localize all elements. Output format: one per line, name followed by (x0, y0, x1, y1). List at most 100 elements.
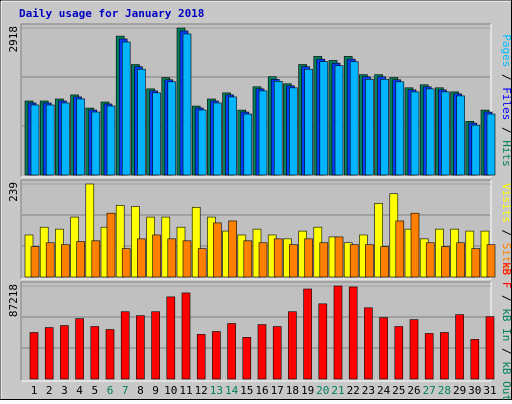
bar (121, 41, 131, 176)
bar (258, 242, 268, 278)
bar (379, 317, 388, 380)
y-tick-label: 2918 (7, 26, 20, 53)
bar (304, 238, 313, 278)
bar (91, 240, 101, 278)
bar (333, 285, 343, 380)
bar (136, 315, 145, 380)
bar (409, 319, 419, 380)
bar (105, 329, 115, 380)
x-tick-label: 17 (271, 384, 284, 397)
bar (441, 91, 450, 176)
legend-entry: kB F (500, 262, 512, 289)
bar (303, 288, 312, 380)
bar (424, 333, 434, 380)
bar (151, 311, 160, 380)
bar (228, 220, 237, 278)
bar (212, 331, 221, 380)
x-tick-label: 11 (179, 384, 192, 397)
bar (213, 222, 222, 278)
bar (115, 205, 125, 278)
bar (319, 61, 329, 176)
bar (440, 332, 449, 380)
x-tick-label: 31 (483, 384, 496, 397)
legend-separator: / (500, 341, 512, 361)
bar (273, 238, 283, 278)
bar (227, 323, 236, 380)
bar (181, 292, 191, 380)
x-tick-label: 9 (152, 384, 159, 397)
legend-entry: kB In (500, 308, 512, 341)
bar (257, 324, 267, 380)
bar (374, 203, 383, 278)
x-tick-label: 3 (61, 384, 68, 397)
bar (191, 207, 201, 278)
bar (273, 80, 283, 176)
bar (76, 98, 85, 176)
x-tick-label: 28 (438, 384, 451, 397)
bar (29, 332, 39, 380)
x-tick-label: 20 (316, 384, 329, 397)
legend-separator: / (500, 223, 512, 243)
bar (167, 238, 177, 278)
bar (486, 244, 496, 278)
bar (456, 242, 465, 278)
bar (348, 286, 358, 380)
x-tick-label: 13 (210, 384, 223, 397)
bar (319, 242, 329, 278)
bar (365, 78, 374, 176)
bar (106, 105, 116, 176)
bar (106, 212, 116, 278)
legend-entry: Hits (500, 140, 512, 167)
bar (365, 244, 374, 278)
bar (425, 88, 435, 176)
bar (167, 81, 177, 176)
x-tick-label: 10 (164, 384, 177, 397)
x-tick-label: 1 (31, 384, 38, 397)
bar (455, 314, 464, 380)
bar (349, 61, 359, 176)
bar (318, 303, 328, 380)
bar (137, 238, 146, 278)
y-tick-label: 87218 (7, 284, 20, 317)
bar (364, 307, 373, 380)
bar (471, 124, 481, 176)
bar (243, 113, 253, 176)
bar (61, 244, 70, 278)
bar (30, 104, 40, 176)
bar (394, 326, 404, 380)
x-tick-label: 21 (331, 384, 344, 397)
bar (120, 311, 130, 380)
bar (182, 240, 192, 278)
bar (486, 113, 496, 176)
bar (196, 334, 206, 380)
bar (441, 246, 450, 278)
x-tick-label: 27 (423, 384, 436, 397)
bar (289, 244, 298, 278)
legend-entry: Files (500, 87, 512, 120)
x-tick-label: 19 (301, 384, 314, 397)
bar (213, 102, 222, 176)
x-tick-label: 29 (453, 384, 466, 397)
bar (380, 78, 389, 176)
bar (197, 109, 207, 176)
legend-entry: Visits (500, 183, 512, 223)
legend-entry: Pages (500, 34, 512, 67)
bar (45, 242, 55, 278)
chart-title: Daily usage for January 2018 (19, 7, 204, 20)
x-tick-label: 5 (91, 384, 98, 397)
bar (304, 68, 313, 176)
bar (182, 33, 192, 176)
x-tick-label: 8 (137, 384, 144, 397)
bar (76, 241, 85, 278)
bar (395, 81, 405, 176)
legend-separator: / (500, 120, 512, 140)
legend-entry: Sites (500, 243, 512, 276)
x-tick-label: 2 (46, 384, 53, 397)
x-tick-label: 12 (195, 384, 208, 397)
bar (60, 325, 69, 380)
legend-separator: / (500, 67, 512, 87)
x-tick-label: 18 (286, 384, 299, 397)
bar (272, 326, 282, 380)
bar (228, 96, 237, 176)
